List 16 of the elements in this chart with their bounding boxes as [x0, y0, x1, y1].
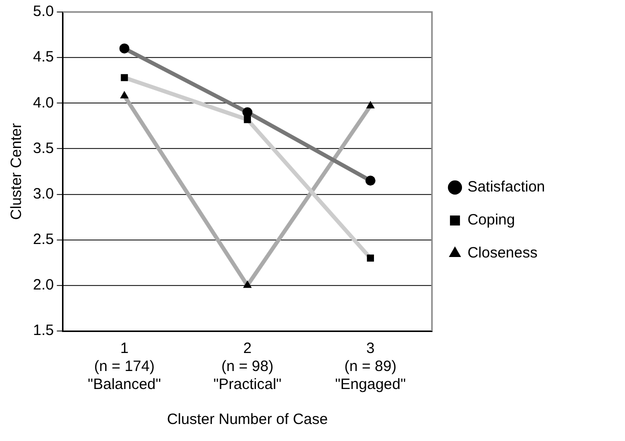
y-tick-label: 2.5: [32, 231, 54, 248]
x-tick-label: 1 (n = 174) "Balanced": [88, 340, 161, 394]
y-tick-label: 3.0: [32, 185, 54, 202]
y-tick-label: 4.0: [32, 94, 54, 112]
y-tick-label: 5.0: [32, 3, 54, 20]
legend-label: Satisfaction: [467, 178, 546, 196]
y-tick-label: 4.5: [32, 48, 54, 66]
x-tick-label: 2 (n = 98) "Practical": [213, 340, 282, 394]
y-tick-label: 1.5: [32, 322, 54, 340]
y-tick-label: 2.0: [32, 276, 54, 294]
x-axis-title: Cluster Number of Case: [166, 411, 328, 428]
legend-label: Coping: [467, 212, 516, 229]
x-tick-label: 3 (n = 89) "Engaged": [335, 340, 406, 394]
y-axis-title: Cluster Center: [8, 123, 26, 220]
y-tick-label: 3.5: [32, 140, 54, 157]
legend-label: Closeness: [467, 244, 538, 262]
